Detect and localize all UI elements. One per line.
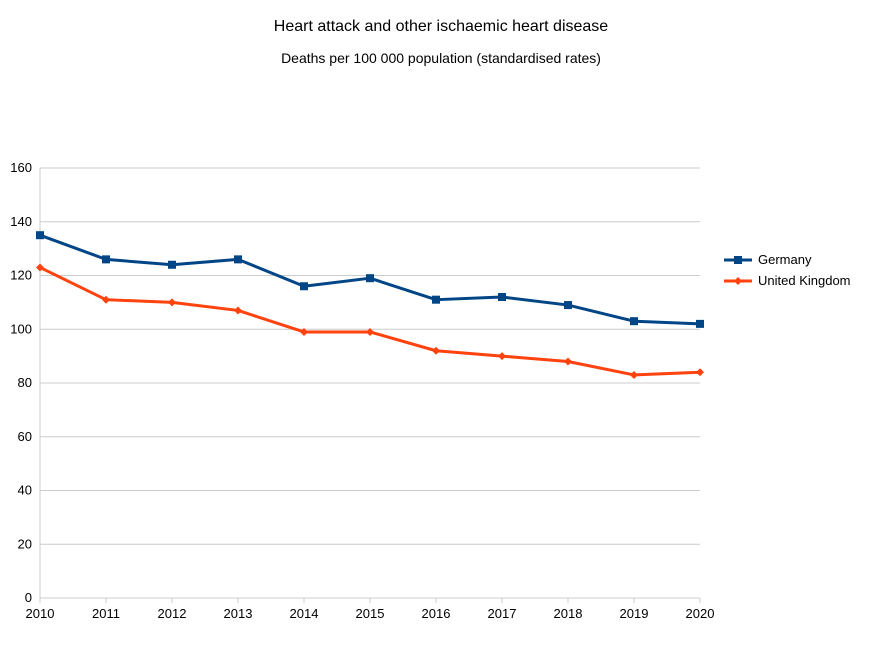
svg-text:2015: 2015 — [356, 606, 385, 621]
svg-text:140: 140 — [10, 214, 32, 229]
legend-item: Germany — [724, 250, 851, 271]
line-chart: 0 20 40 60 80 100 120 140 160 2010 2011 2012 2013 201… — [0, 66, 882, 658]
svg-text:120: 120 — [10, 268, 32, 283]
svg-text:2018: 2018 — [554, 606, 583, 621]
svg-text:2012: 2012 — [158, 606, 187, 621]
svg-text:160: 160 — [10, 160, 32, 175]
legend-label: United Kingdom — [758, 271, 851, 292]
svg-text:2011: 2011 — [92, 606, 120, 621]
svg-text:2014: 2014 — [290, 606, 319, 621]
legend-swatch — [724, 253, 752, 267]
legend: GermanyUnited Kingdom — [724, 250, 851, 292]
svg-text:2017: 2017 — [488, 606, 517, 621]
legend-item: United Kingdom — [724, 271, 851, 292]
svg-text:2019: 2019 — [620, 606, 649, 621]
chart-title: Heart attack and other ischaemic heart d… — [0, 0, 882, 36]
svg-text:0: 0 — [25, 590, 32, 605]
chart-container: Heart attack and other ischaemic heart d… — [0, 0, 882, 592]
svg-text:100: 100 — [10, 321, 32, 336]
svg-text:2013: 2013 — [224, 606, 253, 621]
svg-text:60: 60 — [18, 429, 32, 444]
svg-text:80: 80 — [18, 375, 32, 390]
chart-subtitle: Deaths per 100 000 population (standardi… — [0, 36, 882, 66]
legend-swatch — [724, 274, 752, 288]
svg-text:40: 40 — [18, 483, 32, 498]
svg-text:20: 20 — [18, 536, 32, 551]
legend-label: Germany — [758, 250, 811, 271]
svg-text:2010: 2010 — [26, 606, 55, 621]
svg-text:2020: 2020 — [686, 606, 715, 621]
svg-text:2016: 2016 — [422, 606, 451, 621]
